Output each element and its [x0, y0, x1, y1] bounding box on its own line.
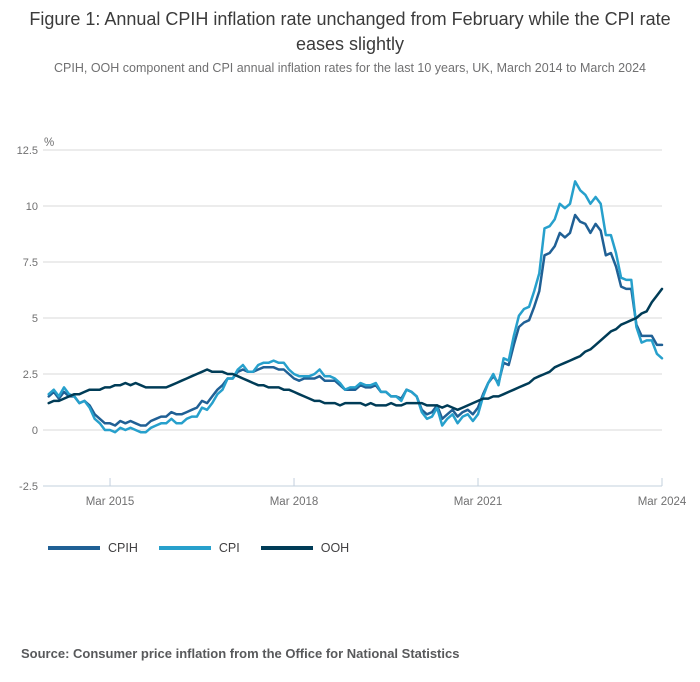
legend-item-cpih[interactable]: CPIH: [48, 541, 138, 555]
svg-text:Mar 2024: Mar 2024: [638, 496, 687, 508]
legend-item-ooh[interactable]: OOH: [260, 541, 350, 555]
legend-item-cpi[interactable]: CPI: [158, 541, 240, 555]
svg-text:Mar 2015: Mar 2015: [86, 496, 135, 508]
svg-text:Mar 2021: Mar 2021: [454, 496, 503, 508]
source-text: Source: Consumer price inflation from th…: [21, 646, 460, 661]
svg-text:%: %: [44, 137, 54, 149]
chart-title: Figure 1: Annual CPIH inflation rate unc…: [29, 9, 671, 54]
svg-text:12.5: 12.5: [17, 145, 38, 157]
legend-label-ooh: OOH: [320, 541, 350, 555]
svg-text:5: 5: [32, 313, 38, 325]
chart-subtitle: CPIH, OOH component and CPI annual infla…: [54, 61, 646, 75]
legend-label-cpi: CPI: [218, 541, 240, 555]
svg-text:-2.5: -2.5: [19, 481, 38, 493]
ooh-line-swatch: [260, 546, 313, 550]
svg-text:7.5: 7.5: [23, 257, 38, 269]
svg-text:Mar 2018: Mar 2018: [270, 496, 319, 508]
line-chart: 12.5 10 7.5 5 2.5 0 -2.5% Mar 2015 Mar 2018 Mar 2…: [17, 137, 687, 508]
svg-text:10: 10: [26, 201, 38, 213]
svg-text:0: 0: [32, 425, 38, 437]
cpih-line-swatch: [48, 546, 100, 550]
svg-text:2.5: 2.5: [23, 369, 38, 381]
legend-label-cpih: CPIH: [108, 541, 138, 555]
cpi-line-swatch: [158, 546, 211, 550]
chart-legend: CPIH CPI OOH: [48, 541, 370, 555]
